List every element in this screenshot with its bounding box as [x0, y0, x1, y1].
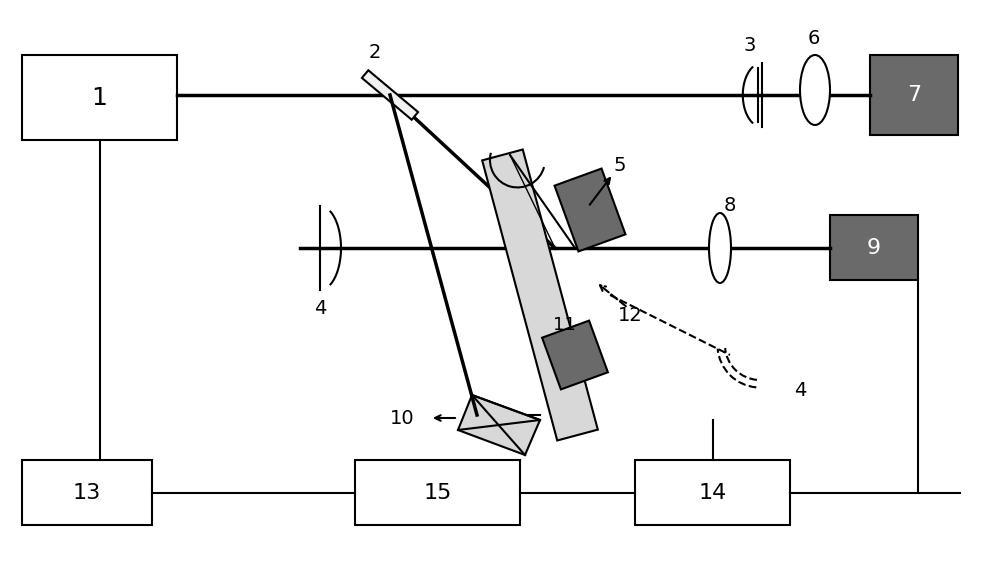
Ellipse shape: [800, 55, 830, 125]
Text: 11: 11: [553, 316, 575, 334]
Bar: [355, 460, 520, 525]
Bar: [830, 215, 918, 280]
Bar: [555, 168, 625, 251]
Text: 12: 12: [618, 306, 642, 324]
Bar: [22, 460, 152, 525]
Bar: [635, 460, 790, 525]
Text: 1: 1: [92, 85, 107, 109]
Polygon shape: [458, 395, 540, 455]
Text: 15: 15: [423, 483, 452, 502]
Text: 9: 9: [867, 237, 881, 258]
Text: 4: 4: [794, 381, 806, 399]
Text: 7: 7: [907, 85, 921, 105]
Text: 3: 3: [744, 35, 756, 55]
Text: 13: 13: [73, 483, 101, 502]
Text: 6: 6: [808, 28, 820, 47]
Ellipse shape: [709, 213, 731, 283]
Text: 8: 8: [724, 196, 736, 215]
Polygon shape: [482, 150, 598, 440]
Text: 14: 14: [698, 483, 727, 502]
Bar: [542, 320, 608, 389]
Text: 2: 2: [369, 43, 381, 61]
Bar: [22, 55, 177, 140]
Text: 4: 4: [314, 299, 326, 318]
Bar: [362, 71, 418, 119]
Text: 5: 5: [614, 155, 626, 175]
Text: 10: 10: [390, 409, 415, 427]
Bar: [870, 55, 958, 135]
